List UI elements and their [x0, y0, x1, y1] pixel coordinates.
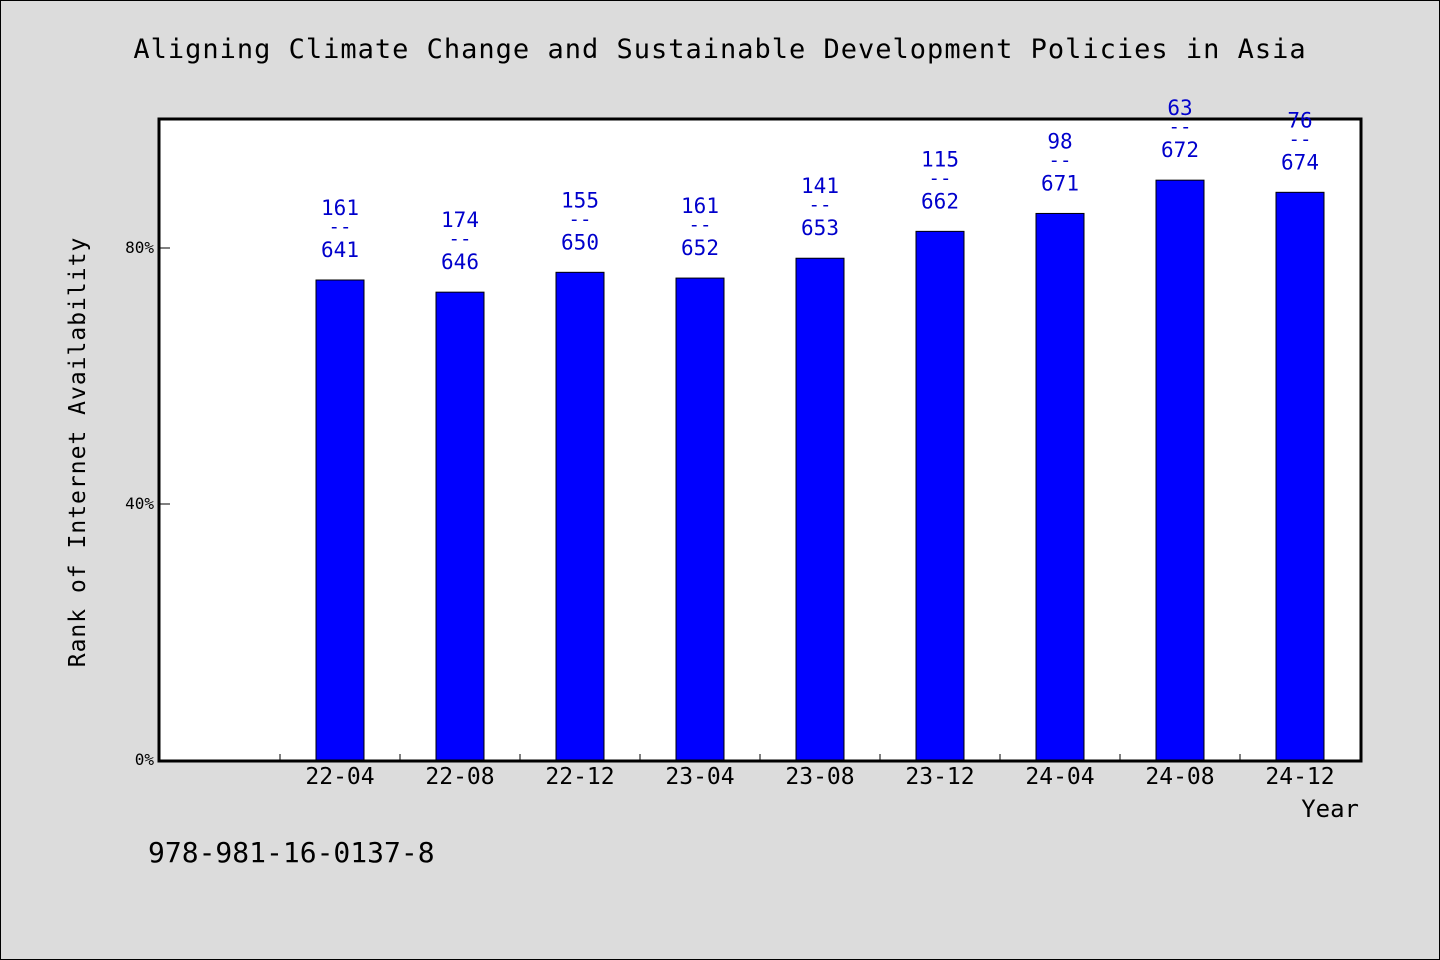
bar: [1155, 179, 1205, 761]
bars-layer: [315, 179, 1325, 761]
y-tick-label: 0%: [135, 750, 155, 769]
bar-label-separator: --: [329, 216, 352, 238]
bar: [1275, 191, 1325, 761]
footer-isbn: 978-981-16-0137-8: [148, 836, 435, 869]
bar-label-total: 641: [321, 238, 359, 262]
bar-label-total: 671: [1041, 171, 1079, 195]
x-tick-label: 22-08: [425, 764, 494, 790]
bar-label-total: 662: [921, 189, 959, 213]
x-axis: 22-04 22-08 22-12 23-04 23-08 23-12 24-04 24-08…: [279, 754, 1361, 790]
y-tick-label: 80%: [125, 238, 154, 257]
x-tick-label: 24-12: [1265, 764, 1334, 790]
bar: [675, 277, 725, 761]
x-tick-label: 22-12: [545, 764, 614, 790]
x-axis-label: Year: [1301, 795, 1359, 823]
bar: [315, 279, 365, 761]
bar: [915, 230, 965, 761]
bar-label-rank: 76: [1287, 108, 1312, 132]
y-axis-label: Rank of Internet Availability: [65, 237, 91, 668]
bar: [1035, 212, 1085, 761]
bar: [795, 257, 845, 761]
bar-label-total: 672: [1161, 138, 1199, 162]
bar-label-rank: 63: [1167, 96, 1192, 120]
bar-label-separator: --: [929, 167, 952, 189]
bar-label-separator: --: [1049, 149, 1072, 171]
bar-labels-layer: 161--641174--646155--650161--652141--653…: [321, 96, 1319, 274]
bar-label-separator: --: [1289, 128, 1312, 150]
bar-label-rank: 115: [921, 147, 959, 171]
bar-label-rank: 155: [561, 188, 599, 212]
bar-label-separator: --: [569, 208, 592, 230]
x-tick-label: 23-12: [905, 764, 974, 790]
bar-label-separator: --: [689, 214, 712, 236]
bar-label-total: 650: [561, 230, 599, 254]
bar-label-separator: --: [449, 228, 472, 250]
y-tick-label: 40%: [125, 494, 154, 513]
bar-label-total: 674: [1281, 150, 1319, 174]
y-axis: 0% 40% 80%: [125, 238, 170, 769]
bar-label-total: 646: [441, 250, 479, 274]
bar-label-total: 653: [801, 216, 839, 240]
bar-label-rank: 98: [1047, 129, 1072, 153]
bar: [435, 291, 485, 761]
x-tick-label: 22-04: [305, 764, 374, 790]
bar-label-rank: 161: [321, 196, 359, 220]
chart-title: Aligning Climate Change and Sustainable …: [133, 34, 1307, 65]
bar-label-rank: 161: [681, 194, 719, 218]
bar: [555, 271, 605, 761]
bar-label-total: 652: [681, 236, 719, 260]
bar-label-separator: --: [809, 194, 832, 216]
bar-label-rank: 141: [801, 174, 839, 198]
x-tick-label: 23-08: [785, 764, 854, 790]
bar-label-separator: --: [1169, 116, 1192, 138]
x-tick-label: 24-08: [1145, 764, 1214, 790]
x-tick-label: 23-04: [665, 764, 734, 790]
bar-label-rank: 174: [441, 208, 479, 232]
x-tick-label: 24-04: [1025, 764, 1094, 790]
